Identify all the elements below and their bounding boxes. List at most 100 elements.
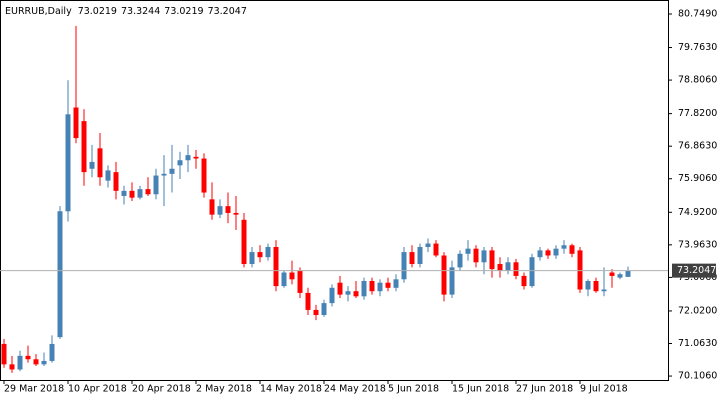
plot-frame bbox=[0, 0, 669, 381]
candle-body bbox=[257, 252, 263, 258]
candle-body bbox=[489, 250, 495, 270]
candle-body bbox=[441, 255, 447, 295]
candle-body bbox=[561, 245, 567, 249]
candle-body bbox=[97, 148, 103, 178]
candle-body bbox=[417, 246, 423, 264]
y-tick-label: 78.8060 bbox=[678, 75, 717, 86]
candle-body bbox=[449, 267, 455, 295]
candle-body bbox=[273, 246, 279, 287]
candle-body bbox=[497, 263, 503, 271]
x-tick-label: 15 Jun 2018 bbox=[452, 384, 509, 395]
candle-body bbox=[241, 219, 247, 264]
candle-body bbox=[313, 309, 319, 316]
header-low: 73.0219 bbox=[164, 6, 203, 17]
candle-body bbox=[289, 272, 295, 280]
candle-body bbox=[553, 248, 559, 256]
candle-body bbox=[329, 287, 335, 304]
y-tick-label: 70.1060 bbox=[678, 371, 717, 382]
candle-body bbox=[369, 281, 375, 292]
candle-body bbox=[225, 206, 231, 213]
candle-body bbox=[513, 262, 519, 276]
candle-body bbox=[601, 289, 607, 292]
x-tick-label: 14 May 2018 bbox=[260, 384, 322, 395]
candle-body bbox=[545, 250, 551, 256]
candle-body bbox=[297, 270, 303, 293]
candle-body bbox=[161, 173, 167, 176]
candle-body bbox=[105, 170, 111, 181]
candle-body bbox=[305, 292, 311, 310]
y-tick-label: 73.9630 bbox=[678, 239, 717, 250]
y-tick-label: 72.0200 bbox=[678, 305, 717, 316]
candle-body bbox=[401, 252, 407, 280]
candle-body bbox=[25, 355, 31, 360]
candle-body bbox=[9, 364, 15, 370]
y-tick-label: 71.0630 bbox=[678, 338, 717, 349]
candle-body bbox=[129, 190, 135, 198]
x-tick-label: 2 May 2018 bbox=[196, 384, 252, 395]
price-label: 73.2047 bbox=[677, 265, 716, 276]
candle-body bbox=[361, 281, 367, 297]
candle-body bbox=[593, 281, 599, 292]
candle-body bbox=[17, 355, 23, 370]
candle-body bbox=[65, 114, 71, 212]
candle-body bbox=[425, 243, 431, 247]
candle-body bbox=[233, 212, 239, 215]
x-tick-label: 29 Mar 2018 bbox=[4, 384, 64, 395]
candle-body bbox=[121, 190, 127, 196]
x-tick-label: 5 Jun 2018 bbox=[388, 384, 439, 395]
candle-body bbox=[473, 248, 479, 263]
candle-body bbox=[577, 250, 583, 290]
candle-body bbox=[377, 282, 383, 292]
x-tick-label: 9 Jul 2018 bbox=[580, 384, 628, 395]
candle-body bbox=[89, 161, 95, 169]
header-high: 73.3244 bbox=[121, 6, 160, 17]
x-tick-label: 10 Apr 2018 bbox=[68, 384, 127, 395]
candle-body bbox=[529, 257, 535, 287]
y-tick-label: 74.9200 bbox=[678, 207, 717, 218]
candle-body bbox=[73, 107, 79, 139]
y-tick-label: 79.7630 bbox=[678, 42, 717, 53]
candle-body bbox=[249, 252, 255, 264]
candle-body bbox=[393, 279, 399, 288]
y-tick-label: 75.9060 bbox=[678, 173, 717, 184]
price-label-box bbox=[672, 263, 716, 278]
candle-body bbox=[217, 206, 223, 215]
candle-body bbox=[153, 175, 159, 195]
candle-body bbox=[209, 199, 215, 215]
candle-body bbox=[201, 158, 207, 193]
candle-body bbox=[1, 343, 7, 365]
candle-body bbox=[585, 281, 591, 290]
candle-body bbox=[337, 282, 343, 295]
candle-body bbox=[505, 262, 511, 271]
candle-body bbox=[609, 272, 615, 276]
candle-body bbox=[49, 343, 55, 361]
candle-body bbox=[465, 248, 471, 254]
candle-body bbox=[81, 121, 87, 173]
candle-body bbox=[345, 291, 351, 295]
header-close: 73.2047 bbox=[208, 6, 247, 17]
candle-body bbox=[169, 168, 175, 174]
y-tick-label: 80.7490 bbox=[678, 8, 717, 19]
candle-body bbox=[265, 246, 271, 258]
candle-body bbox=[617, 274, 623, 278]
y-tick-label: 76.8630 bbox=[678, 141, 717, 152]
candle-body bbox=[33, 359, 39, 365]
candle-body bbox=[353, 291, 359, 297]
candle-body bbox=[57, 211, 63, 338]
candle-body bbox=[113, 172, 119, 191]
candle-body bbox=[185, 155, 191, 161]
candle-body bbox=[521, 275, 527, 287]
candle-body bbox=[281, 272, 287, 287]
candle-body bbox=[145, 189, 151, 195]
candle-body bbox=[433, 243, 439, 256]
candle-body bbox=[321, 303, 327, 316]
candle-body bbox=[537, 250, 543, 258]
x-tick-label: 27 Jun 2018 bbox=[516, 384, 573, 395]
candle-body bbox=[625, 270, 631, 277]
candle-body bbox=[481, 250, 487, 263]
candle-body bbox=[409, 252, 415, 264]
candle-body bbox=[569, 245, 575, 254]
candle-body bbox=[457, 253, 463, 268]
